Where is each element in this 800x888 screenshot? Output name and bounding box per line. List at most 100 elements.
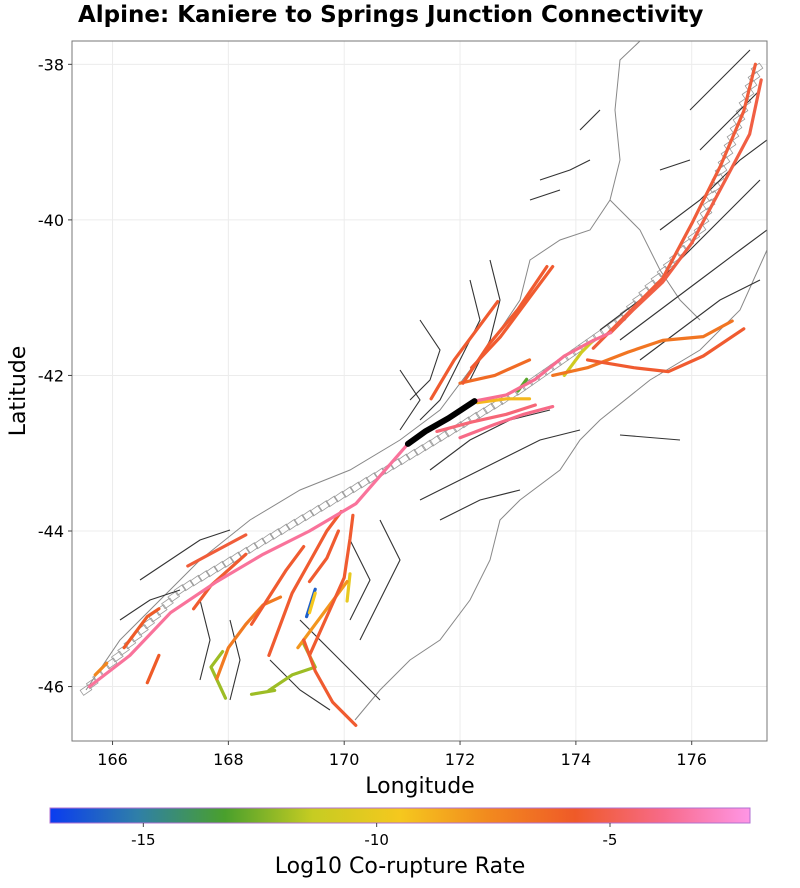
rupture-trace (307, 529, 340, 584)
rupture-trace (458, 405, 555, 440)
fault-hatch (213, 560, 227, 573)
colorbar-label: Log10 Co-rupture Rate (275, 854, 526, 879)
x-tick-label: 166 (97, 750, 128, 769)
fault-hatch (333, 490, 347, 503)
y-tick-label: -46 (38, 678, 64, 697)
x-tick-label: 174 (561, 750, 592, 769)
rupture-trace (93, 661, 109, 677)
rupture-trace (345, 572, 352, 603)
rupture-trace (302, 638, 358, 727)
rupture-trace (249, 688, 277, 696)
x-tick-label: 176 (676, 750, 707, 769)
fault-hatch (309, 504, 323, 517)
fault-hatch (173, 584, 187, 596)
fault-hatch (293, 514, 307, 526)
fault-hatch (197, 570, 211, 582)
y-axis-ticks: -38 -40 -42 -44 -46 (38, 55, 72, 697)
colorbar-ticks: -15 -10 -5 (131, 823, 617, 849)
rupture-trace (585, 327, 746, 374)
rupture-trace (307, 513, 355, 657)
fault-hatch (142, 617, 156, 630)
fault-hatch (421, 439, 435, 452)
rupture-trace (87, 442, 410, 689)
fault-hatch (662, 258, 676, 271)
colorbar-tick-label: -5 (603, 831, 618, 849)
fault-hatch (349, 481, 363, 494)
fault-hatch (110, 650, 124, 663)
x-tick-label: 172 (445, 750, 476, 769)
fault-hatch (726, 130, 740, 143)
fault-hatch (705, 190, 719, 202)
colorbar-tick-label: -10 (364, 831, 389, 849)
plot-frame (71, 40, 768, 742)
rupture-trace (458, 358, 532, 385)
rupture-trace (215, 595, 283, 681)
y-tick-label: -40 (38, 211, 64, 230)
rupture-trace (562, 338, 595, 377)
fault-hatch (397, 453, 411, 466)
rupture-trace (249, 545, 306, 626)
fault-hatch (189, 574, 203, 587)
rupture-trace (475, 397, 532, 405)
fault-hatch (277, 523, 291, 536)
rupture-trace (145, 653, 161, 685)
x-tick-label: 170 (329, 750, 360, 769)
fault-hatch (405, 448, 419, 461)
fault-hatch (365, 472, 379, 484)
x-axis-label: Longitude (365, 774, 474, 799)
y-tick-label: -38 (38, 55, 64, 74)
y-tick-label: -42 (38, 366, 64, 385)
fault-hatch (436, 430, 450, 443)
fault-hatch (741, 88, 755, 100)
fault-hatch (301, 509, 315, 522)
fault-hatch (221, 556, 235, 568)
fault-hatch (245, 542, 259, 554)
rupture-trace (267, 510, 343, 657)
rupture-trace (209, 650, 228, 700)
chart-title: Alpine: Kaniere to Springs Junction Conn… (78, 2, 704, 28)
fault-hatch (261, 532, 275, 545)
rupture-trace (307, 591, 317, 615)
fault-hatch (729, 122, 743, 134)
fault-hatch (696, 215, 710, 228)
x-axis-ticks: 166 168 170 172 174 176 (97, 741, 707, 769)
rupture-trace (435, 403, 537, 433)
rupture-trace (472, 331, 613, 403)
fault-hatch (167, 590, 181, 603)
fault-hatch (482, 402, 496, 415)
fault-hatch (117, 644, 130, 656)
colorbar (49, 807, 751, 824)
x-tick-label: 168 (213, 750, 244, 769)
fault-hatch (413, 444, 427, 456)
fault-hatch (205, 565, 219, 578)
fault-hatch (181, 579, 195, 592)
fault-hatch (325, 495, 339, 508)
rupture-trace (551, 319, 734, 377)
rupture-trace (192, 552, 248, 611)
rupture-trace (609, 78, 763, 335)
fault-hatch (708, 181, 722, 194)
fault-hatch (161, 597, 174, 610)
rupture-trace (470, 265, 555, 370)
fault-hatch (723, 139, 737, 151)
fault-hatch (341, 486, 355, 498)
source-section (404, 398, 478, 447)
fault-hatch (429, 434, 442, 447)
rupture-trace (122, 607, 161, 650)
fault-hatch (357, 476, 371, 489)
fault-hatch (475, 407, 488, 419)
fault-hatch (317, 500, 331, 512)
fault-hatch (285, 518, 299, 531)
rupture-trace (429, 300, 500, 401)
fault-hatch (104, 657, 118, 670)
fault-hatch (253, 537, 267, 550)
rupture-trace (186, 533, 248, 568)
grid-lines (72, 41, 767, 741)
y-tick-label: -44 (38, 522, 64, 541)
colorbar-tick-label: -15 (131, 831, 156, 849)
source-section-trace (404, 398, 478, 447)
y-axis-label: Latitude (6, 346, 31, 437)
rupture-traces (87, 62, 763, 727)
fault-hatch (269, 528, 283, 540)
